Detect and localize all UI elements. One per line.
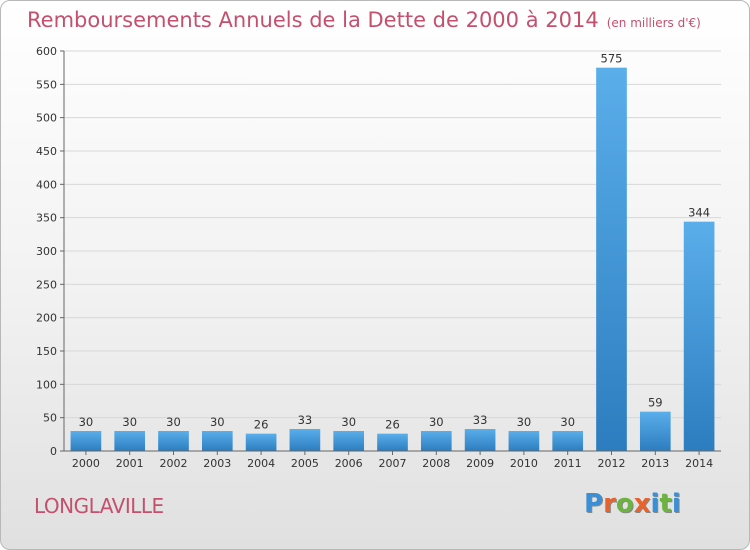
axes bbox=[63, 51, 721, 452]
logo-letter: i bbox=[671, 489, 681, 519]
bar-2010 bbox=[508, 431, 540, 451]
y-tick-label: 550 bbox=[36, 78, 57, 91]
logo-letter: x bbox=[633, 489, 651, 519]
y-tick-label: 150 bbox=[36, 345, 57, 358]
y-tick-label: 0 bbox=[50, 445, 57, 458]
bars bbox=[70, 67, 715, 452]
bar-2008 bbox=[420, 431, 452, 451]
x-tick-label-2013: 2013 bbox=[641, 457, 669, 470]
x-tick-label-2003: 2003 bbox=[203, 457, 231, 470]
logo-letter: o bbox=[615, 489, 634, 519]
y-tick-label: 50 bbox=[43, 412, 57, 425]
logo-letter: r bbox=[603, 489, 616, 519]
data-label-2009: 33 bbox=[473, 413, 488, 427]
x-tick-label-2008: 2008 bbox=[422, 457, 450, 470]
y-tick-label: 400 bbox=[36, 178, 57, 191]
y-tick-label: 300 bbox=[36, 245, 57, 258]
bar-2002 bbox=[158, 431, 189, 451]
bar-2000 bbox=[70, 431, 102, 451]
bar-2013 bbox=[639, 411, 671, 451]
logo-letter: t bbox=[659, 489, 672, 519]
bar-2003 bbox=[201, 431, 233, 451]
logo-letter: i bbox=[650, 489, 660, 519]
x-tick-label-2001: 2001 bbox=[116, 457, 144, 470]
y-tick-label: 200 bbox=[36, 312, 57, 325]
data-label-2001: 30 bbox=[122, 415, 137, 429]
data-label-2007: 26 bbox=[385, 418, 400, 432]
logo-letter: P bbox=[584, 489, 604, 519]
data-label-2006: 30 bbox=[341, 415, 356, 429]
chart-subtitle: (en milliers d'€) bbox=[606, 16, 701, 30]
data-label-2002: 30 bbox=[166, 415, 181, 429]
data-label-2010: 30 bbox=[517, 415, 532, 429]
x-tick-label-2009: 2009 bbox=[466, 457, 494, 470]
location-name: LONGLAVILLE bbox=[34, 494, 164, 518]
bar-2007 bbox=[377, 433, 408, 451]
x-tick-label-2011: 2011 bbox=[554, 457, 582, 470]
data-label-2005: 33 bbox=[298, 413, 313, 427]
bar-2005 bbox=[289, 429, 321, 451]
data-label-2008: 30 bbox=[429, 415, 444, 429]
x-tick-label-2010: 2010 bbox=[510, 457, 538, 470]
x-tick-label-2006: 2006 bbox=[335, 457, 363, 470]
data-label-2011: 30 bbox=[560, 415, 575, 429]
data-label-2013: 59 bbox=[648, 396, 663, 410]
bar-2004 bbox=[245, 433, 277, 451]
x-axis-labels: 2000 2001 2002 2003 2004 2005 2006 2007 2008 2009… bbox=[72, 451, 713, 470]
y-tick-label: 500 bbox=[36, 112, 57, 125]
data-labels: 30 30 30 30 26 33 30 26 30 33 30 30 575 59 344 bbox=[79, 52, 710, 432]
proxiti-logo: Proxiti bbox=[584, 489, 681, 519]
y-tick-label: 350 bbox=[36, 212, 57, 225]
x-tick-label-2005: 2005 bbox=[291, 457, 319, 470]
bar-2006 bbox=[333, 431, 365, 451]
y-tick-label: 250 bbox=[36, 278, 57, 291]
x-tick-label-2007: 2007 bbox=[379, 457, 407, 470]
bar-2009 bbox=[464, 429, 496, 451]
y-tick-label: 450 bbox=[36, 145, 57, 158]
x-tick-label-2004: 2004 bbox=[247, 457, 275, 470]
data-label-2000: 30 bbox=[79, 415, 94, 429]
x-tick-label-2014: 2014 bbox=[685, 457, 713, 470]
data-label-2003: 30 bbox=[210, 415, 225, 429]
bar-2001 bbox=[114, 431, 146, 451]
y-tick-label: 600 bbox=[36, 45, 57, 58]
x-tick-label-2002: 2002 bbox=[160, 457, 188, 470]
chart-title: Remboursements Annuels de la Dette de 20… bbox=[27, 8, 701, 32]
x-tick-label-2000: 2000 bbox=[72, 457, 100, 470]
bar-2011 bbox=[552, 431, 584, 451]
data-label-2012: 575 bbox=[601, 52, 623, 66]
y-axis-labels: 0 50 100 150 200 250 300 350 400 450 500 550 600 bbox=[36, 45, 57, 458]
data-label-2014: 344 bbox=[688, 206, 710, 220]
chart-title-text: Remboursements Annuels de la Dette de 20… bbox=[27, 8, 599, 32]
x-tick-label-2012: 2012 bbox=[598, 457, 626, 470]
y-tick-label: 100 bbox=[36, 378, 57, 391]
bar-2014 bbox=[683, 221, 715, 451]
data-label-2004: 26 bbox=[254, 418, 269, 432]
bar-2012 bbox=[596, 67, 627, 452]
